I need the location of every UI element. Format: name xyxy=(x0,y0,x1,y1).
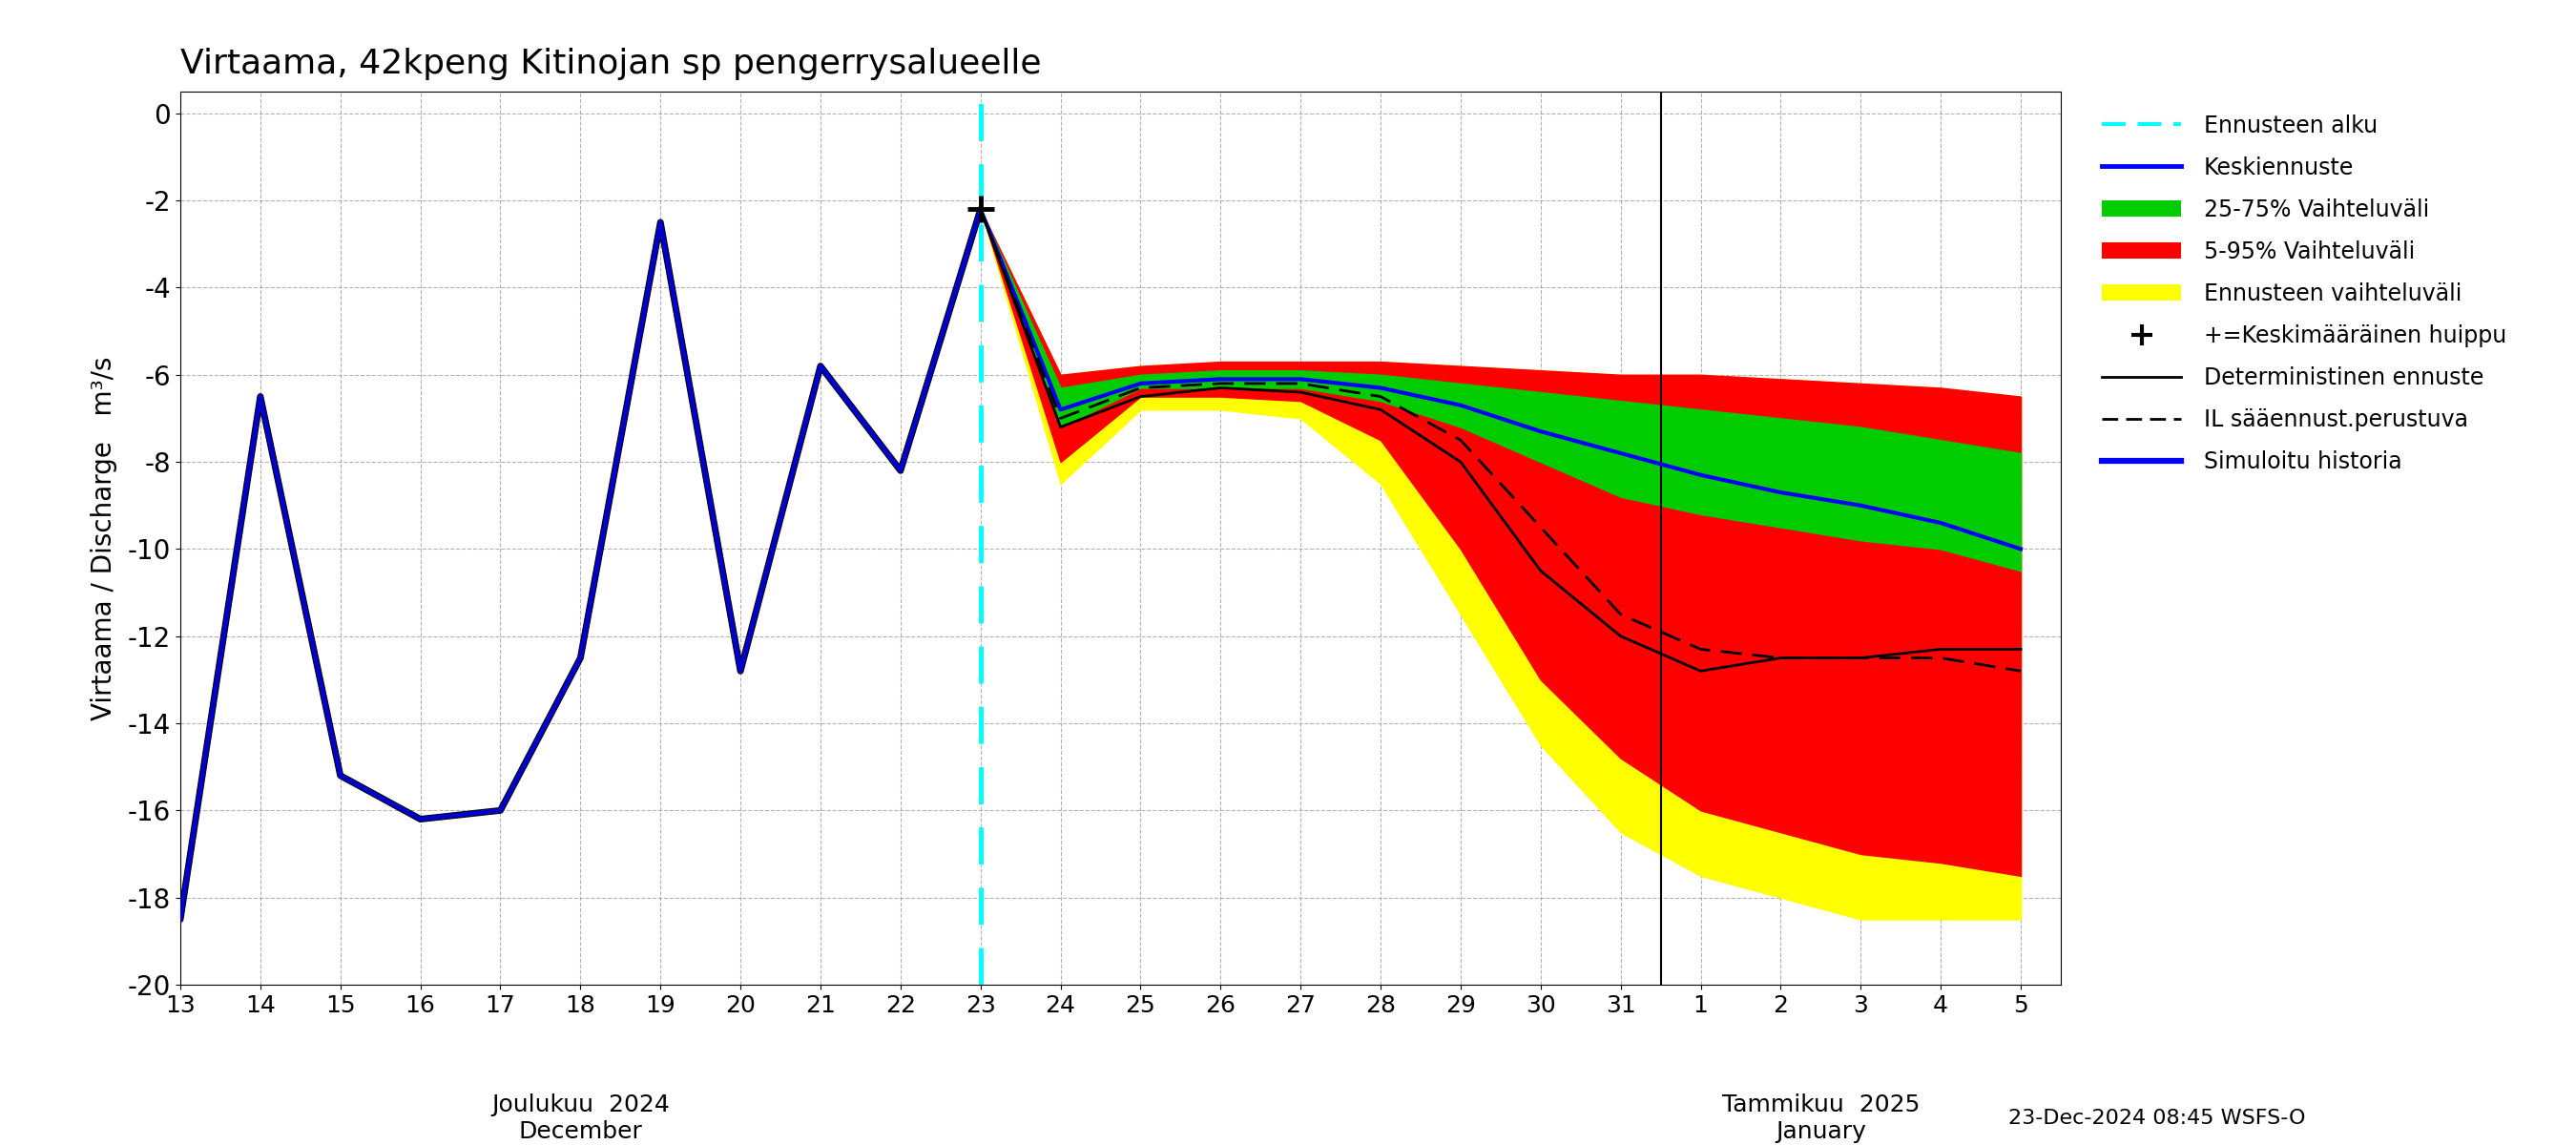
Text: Tammikuu  2025
January: Tammikuu 2025 January xyxy=(1721,1093,1919,1143)
Text: Virtaama, 42kpeng Kitinojan sp pengerrysalueelle: Virtaama, 42kpeng Kitinojan sp pengerrys… xyxy=(180,47,1041,80)
Text: 23-Dec-2024 08:45 WSFS-O: 23-Dec-2024 08:45 WSFS-O xyxy=(2009,1108,2306,1128)
Text: Joulukuu  2024
December: Joulukuu 2024 December xyxy=(492,1093,670,1143)
Y-axis label: Virtaama / Discharge   m³/s: Virtaama / Discharge m³/s xyxy=(90,356,116,720)
Legend: Ennusteen alku, Keskiennuste, 25-75% Vaihteluväli, 5-95% Vaihteluväli, Ennusteen: Ennusteen alku, Keskiennuste, 25-75% Vai… xyxy=(2092,103,2517,484)
